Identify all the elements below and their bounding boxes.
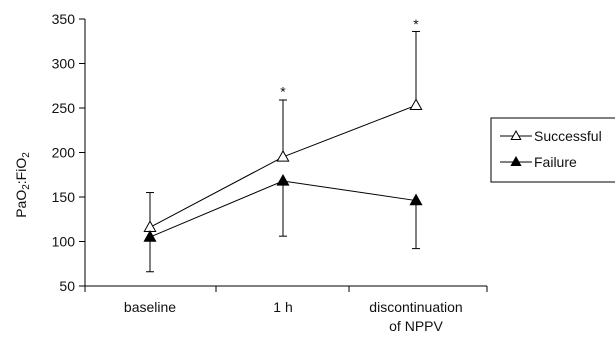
y-tick-label: 250: [52, 100, 76, 116]
marker-successful: [143, 220, 157, 232]
marker-failure: [276, 173, 290, 186]
x-category-labels: baseline 1 h discontinuation of NPPV: [84, 286, 488, 334]
marker-successful: [409, 98, 423, 111]
x-category-label: discontinuation of NPPV: [369, 299, 462, 334]
marker-successful: [276, 149, 290, 162]
y-tick-label: 100: [52, 234, 76, 250]
y-axis-title-text: PaO2:FiO2: [13, 152, 32, 218]
legend-label: Failure: [534, 154, 577, 170]
y-tick-label: 350: [52, 11, 76, 27]
y-ticks: 50 100 150 200 250 300 350: [52, 11, 85, 294]
y-tick-label: 50: [59, 278, 75, 294]
legend: Successful Failure: [490, 117, 615, 183]
x-category-label: 1 h: [273, 299, 292, 315]
legend-label: Successful: [534, 128, 602, 144]
significance-asterisk: *: [413, 16, 419, 32]
legend-box: [490, 117, 615, 183]
y-tick-label: 300: [52, 56, 76, 72]
legend-marker: [510, 129, 522, 140]
x-category-label: baseline: [124, 299, 176, 315]
marker-failure: [143, 230, 157, 242]
y-tick-label: 150: [52, 189, 76, 205]
y-tick-label: 200: [52, 145, 76, 161]
legend-marker: [510, 155, 522, 166]
series-markers: [143, 98, 423, 242]
significance-asterisk: *: [280, 83, 286, 99]
error-bars: [146, 30, 420, 273]
marker-failure: [409, 193, 423, 206]
annotations: **: [280, 16, 419, 100]
y-axis-title: PaO2:FiO2: [13, 152, 32, 218]
axes: [84, 19, 487, 287]
